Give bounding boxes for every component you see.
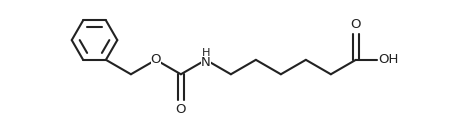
Text: O: O <box>176 103 186 116</box>
Text: O: O <box>351 18 361 31</box>
Text: O: O <box>151 53 161 66</box>
Text: OH: OH <box>378 53 399 66</box>
Text: N: N <box>201 56 211 69</box>
Text: H: H <box>202 48 210 58</box>
